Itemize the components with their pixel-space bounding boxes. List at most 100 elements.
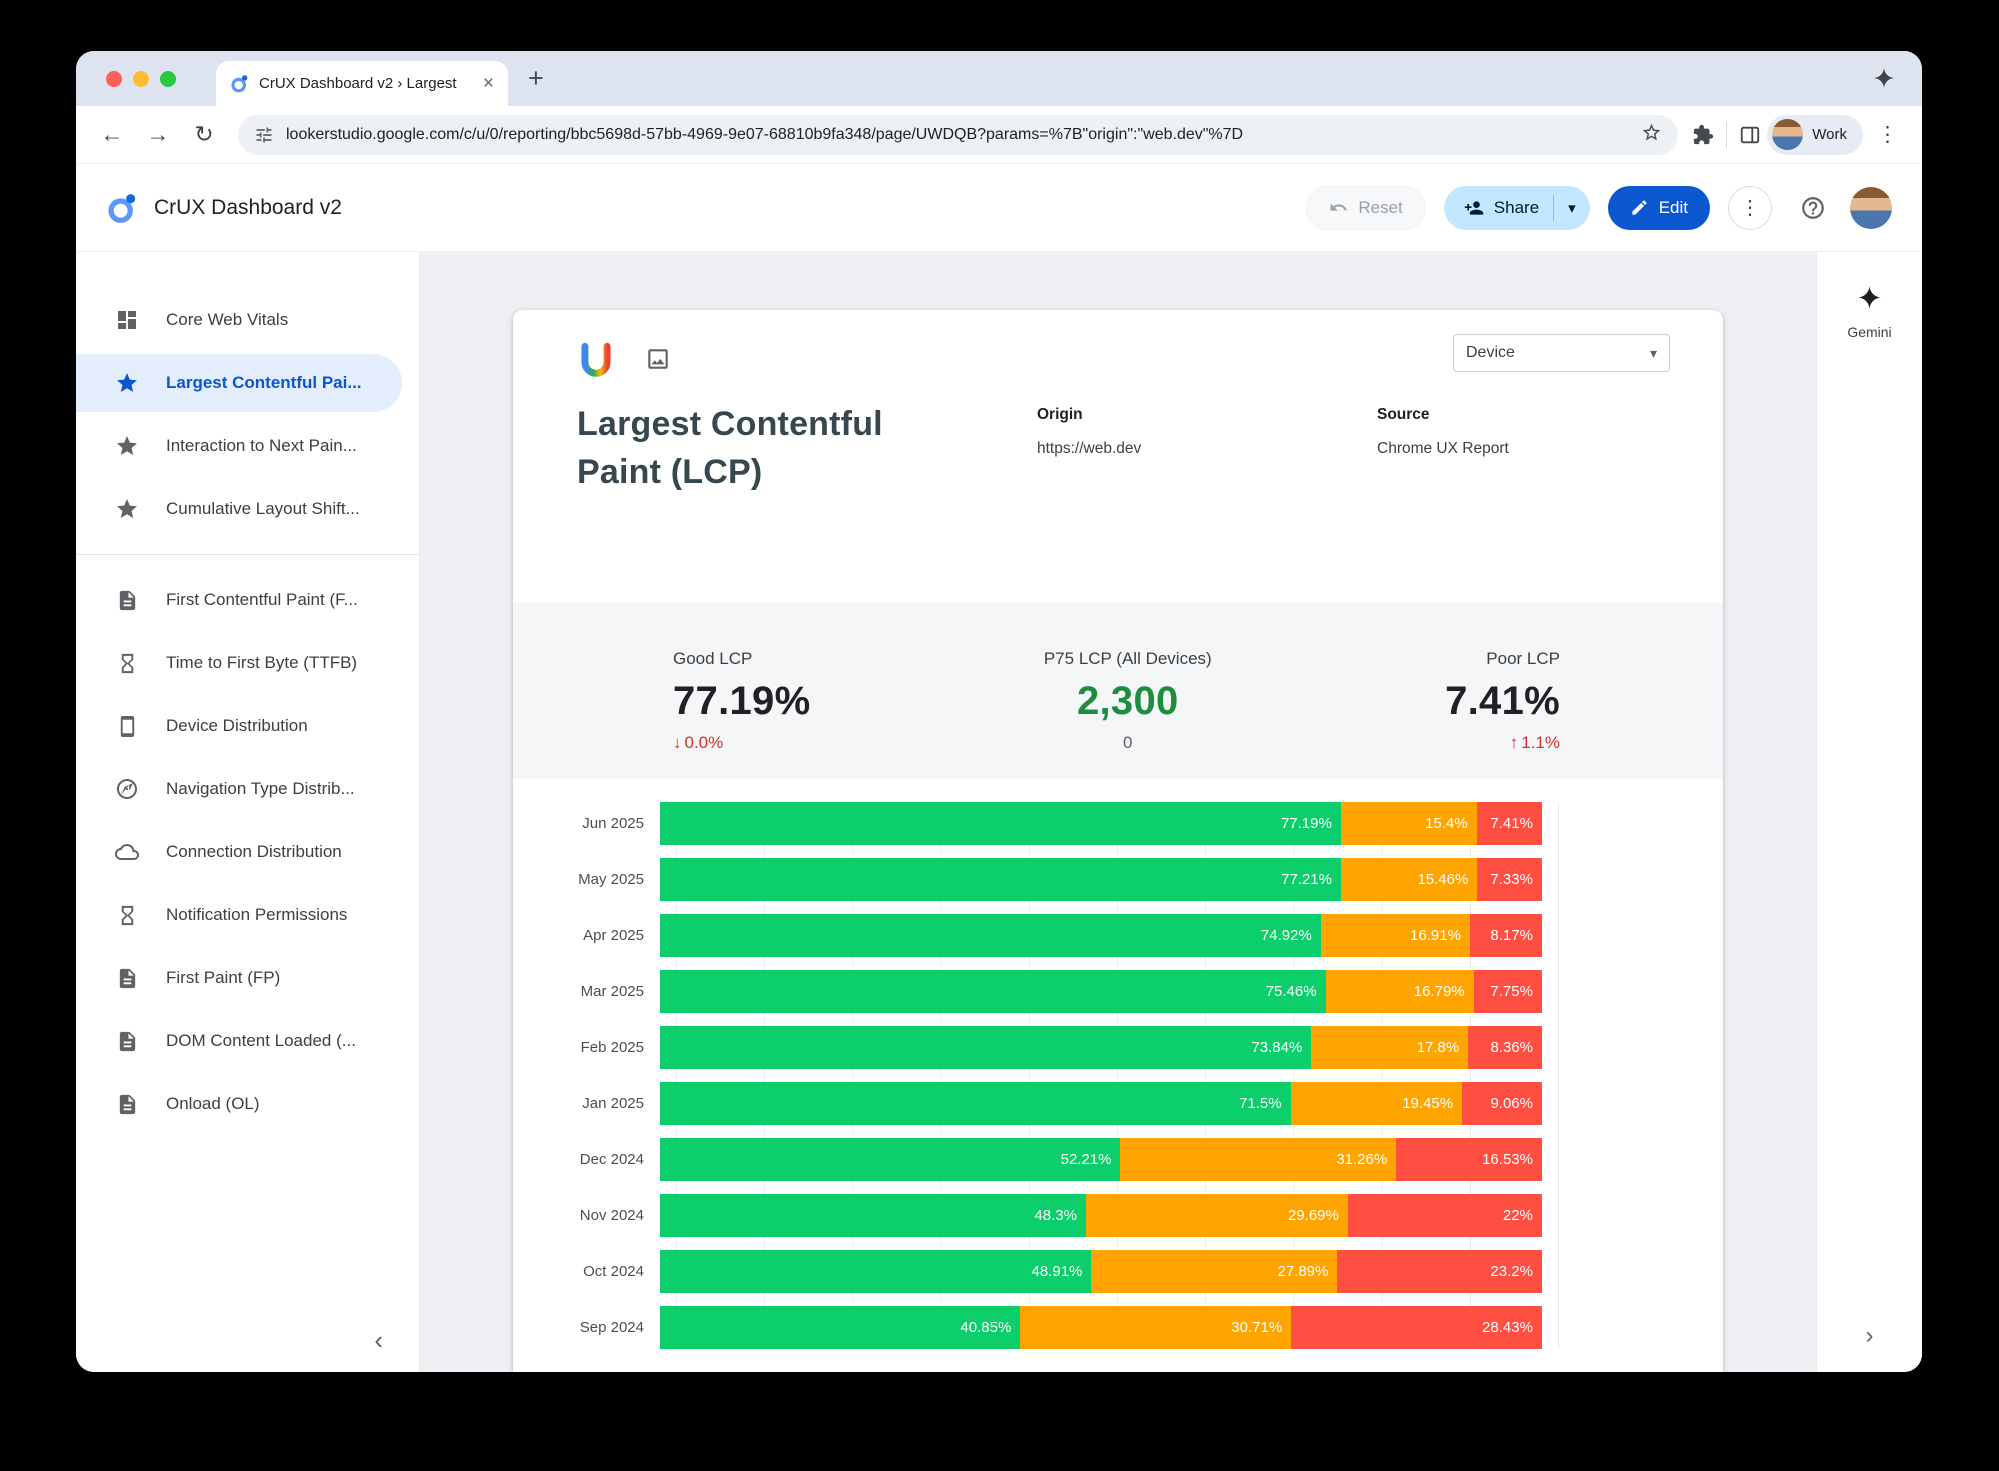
bar-segment-needs-improvement[interactable]: 15.46% [1340, 858, 1478, 901]
bar-segment-poor[interactable]: 16.53% [1396, 1138, 1542, 1181]
reset-button[interactable]: Reset [1306, 185, 1426, 230]
panel-expand-button[interactable]: › [1865, 1322, 1874, 1349]
person-add-icon [1464, 198, 1484, 218]
share-dropdown-arrow[interactable]: ▾ [1568, 199, 1576, 217]
looker-studio-favicon [230, 74, 249, 93]
stacked-bar[interactable]: 77.21% 15.46% 7.33% [660, 858, 1542, 901]
sidebar-item-label: First Paint (FP) [166, 968, 281, 987]
stacked-bar[interactable]: 75.46% 16.79% 7.75% [660, 970, 1542, 1013]
sidebar-item-connection-distribution[interactable]: Connection Distribution [76, 823, 419, 881]
origin-block: Origin https://web.dev [1037, 406, 1317, 496]
chart-row: Jan 2025 71.5% 19.45% 9.06% [513, 1082, 1723, 1125]
bar-segment-needs-improvement[interactable]: 30.71% [1020, 1306, 1292, 1349]
profile-chip[interactable]: Work [1767, 114, 1863, 155]
sidebar-collapse-button[interactable]: ‹ [374, 1325, 383, 1355]
sidebar-item-notification-permissions[interactable]: Notification Permissions [76, 886, 419, 944]
bar-segment-good[interactable]: 48.3% [660, 1194, 1086, 1237]
address-bar[interactable]: lookerstudio.google.com/c/u/0/reporting/… [238, 114, 1679, 155]
bar-segment-needs-improvement[interactable]: 31.26% [1120, 1138, 1397, 1181]
back-button[interactable]: ← [100, 121, 124, 147]
bar-segment-poor[interactable]: 8.36% [1468, 1026, 1542, 1069]
help-icon[interactable] [1800, 195, 1826, 221]
bar-segment-poor[interactable]: 7.33% [1477, 858, 1542, 901]
bar-segment-good[interactable]: 75.46% [660, 970, 1326, 1013]
profile-avatar [1772, 119, 1804, 150]
close-window-button[interactable] [106, 70, 122, 87]
sidebar-item-dom-content-loaded[interactable]: DOM Content Loaded (... [76, 1012, 419, 1070]
sidebar-item-navigation-type-distribution[interactable]: Navigation Type Distrib... [76, 760, 419, 818]
browser-menu-icon[interactable]: ⋮ [1877, 123, 1898, 146]
scorecard-p75-lcp: P75 LCP (All Devices) 2,300 0 [810, 649, 1445, 753]
bar-segment-poor[interactable]: 22% [1347, 1194, 1542, 1237]
bar-segment-needs-improvement[interactable]: 15.4% [1340, 802, 1477, 845]
bar-segment-needs-improvement[interactable]: 16.79% [1325, 970, 1474, 1013]
bar-segment-poor[interactable]: 23.2% [1337, 1250, 1542, 1293]
stacked-bar[interactable]: 73.84% 17.8% 8.36% [660, 1026, 1542, 1069]
bar-segment-needs-improvement[interactable]: 19.45% [1290, 1082, 1463, 1125]
bar-value-label: 16.53% [1482, 1151, 1533, 1168]
reload-button[interactable]: ↻ [194, 121, 214, 147]
sidebar-item-cumulative-layout-shift[interactable]: Cumulative Layout Shift... [76, 480, 419, 538]
sidebar-item-largest-contentful-paint[interactable]: Largest Contentful Pai... [76, 354, 402, 412]
chart-row: Apr 2025 74.92% 16.91% 8.17% [513, 914, 1723, 957]
zoom-window-button[interactable] [160, 70, 176, 87]
bar-segment-poor[interactable]: 7.41% [1476, 802, 1542, 845]
device-filter-dropdown[interactable]: Device ▾ [1453, 334, 1670, 372]
stacked-bar[interactable]: 48.3% 29.69% 22% [660, 1194, 1542, 1237]
bar-segment-good[interactable]: 48.91% [660, 1250, 1092, 1293]
edit-button[interactable]: Edit [1607, 185, 1710, 230]
tab-close-icon[interactable]: × [482, 73, 494, 94]
bar-segment-needs-improvement[interactable]: 29.69% [1086, 1194, 1348, 1237]
stacked-bar[interactable]: 71.5% 19.45% 9.06% [660, 1082, 1542, 1125]
sidebar-item-core-web-vitals[interactable]: Core Web Vitals [76, 291, 419, 349]
sidebar-item-first-paint[interactable]: First Paint (FP) [76, 949, 419, 1007]
gemini-sparkle-icon[interactable] [1856, 284, 1883, 316]
stacked-bar[interactable]: 40.85% 30.71% 28.43% [660, 1306, 1542, 1349]
stacked-bar[interactable]: 77.19% 15.4% 7.41% [660, 802, 1542, 845]
bar-segment-needs-improvement[interactable]: 27.89% [1091, 1250, 1338, 1293]
stacked-bar[interactable]: 52.21% 31.26% 16.53% [660, 1138, 1542, 1181]
bar-segment-good[interactable]: 74.92% [660, 914, 1321, 957]
pencil-icon [1630, 198, 1649, 217]
browser-toolbar: ← → ↻ lookerstudio.google.com/c/u/0/repo… [76, 106, 1922, 164]
hourglass-icon [114, 650, 140, 676]
sidebar-item-first-contentful-paint[interactable]: First Contentful Paint (F... [76, 571, 419, 629]
chart-category-label: Dec 2024 [579, 1151, 644, 1168]
tab-organize-sparkle-icon[interactable] [1872, 66, 1896, 95]
bar-segment-poor[interactable]: 28.43% [1291, 1306, 1542, 1349]
browser-tab[interactable]: CrUX Dashboard v2 › Largest × [216, 61, 508, 106]
forward-button[interactable]: → [146, 121, 170, 147]
sidebar-item-device-distribution[interactable]: Device Distribution [76, 697, 419, 755]
bar-segment-good[interactable]: 52.21% [660, 1138, 1121, 1181]
bar-segment-poor[interactable]: 7.75% [1473, 970, 1542, 1013]
bar-segment-needs-improvement[interactable]: 17.8% [1311, 1026, 1469, 1069]
sidebar-item-interaction-to-next-paint[interactable]: Interaction to Next Pain... [76, 417, 419, 475]
bookmark-star-icon[interactable] [1641, 122, 1662, 148]
bar-segment-good[interactable]: 77.21% [660, 858, 1341, 901]
more-options-button[interactable]: ⋮ [1728, 185, 1772, 230]
bar-segment-poor[interactable]: 8.17% [1469, 914, 1542, 957]
new-tab-button[interactable]: + [528, 63, 544, 93]
origin-value: https://web.dev [1037, 440, 1142, 457]
stacked-bar[interactable]: 74.92% 16.91% 8.17% [660, 914, 1542, 957]
stacked-bar[interactable]: 48.91% 27.89% 23.2% [660, 1250, 1542, 1293]
sidebar-item-onload[interactable]: Onload (OL) [76, 1075, 419, 1133]
bar-segment-good[interactable]: 71.5% [660, 1082, 1291, 1125]
user-avatar[interactable] [1850, 186, 1892, 229]
hourglass-icon [114, 902, 140, 928]
site-settings-icon[interactable] [254, 125, 274, 145]
extensions-icon[interactable] [1692, 124, 1714, 146]
sidebar-item-time-to-first-byte[interactable]: Time to First Byte (TTFB) [76, 634, 419, 692]
side-panel-icon[interactable] [1739, 124, 1761, 146]
bar-segment-good[interactable]: 73.84% [660, 1026, 1312, 1069]
minimize-window-button[interactable] [133, 70, 149, 87]
bar-segment-poor[interactable]: 9.06% [1462, 1082, 1542, 1125]
scorecard-label: P75 LCP (All Devices) [1043, 649, 1212, 668]
bar-segment-needs-improvement[interactable]: 16.91% [1320, 914, 1470, 957]
bar-segment-good[interactable]: 40.85% [660, 1306, 1021, 1349]
chart-row: Nov 2024 48.3% 29.69% 22% [513, 1194, 1723, 1237]
bar-segment-good[interactable]: 77.19% [660, 802, 1341, 845]
url-text: lookerstudio.google.com/c/u/0/reporting/… [286, 125, 1244, 143]
share-button[interactable]: Share [1444, 186, 1553, 230]
browser-window: CrUX Dashboard v2 › Largest × + ← → ↻ lo… [76, 51, 1922, 1372]
